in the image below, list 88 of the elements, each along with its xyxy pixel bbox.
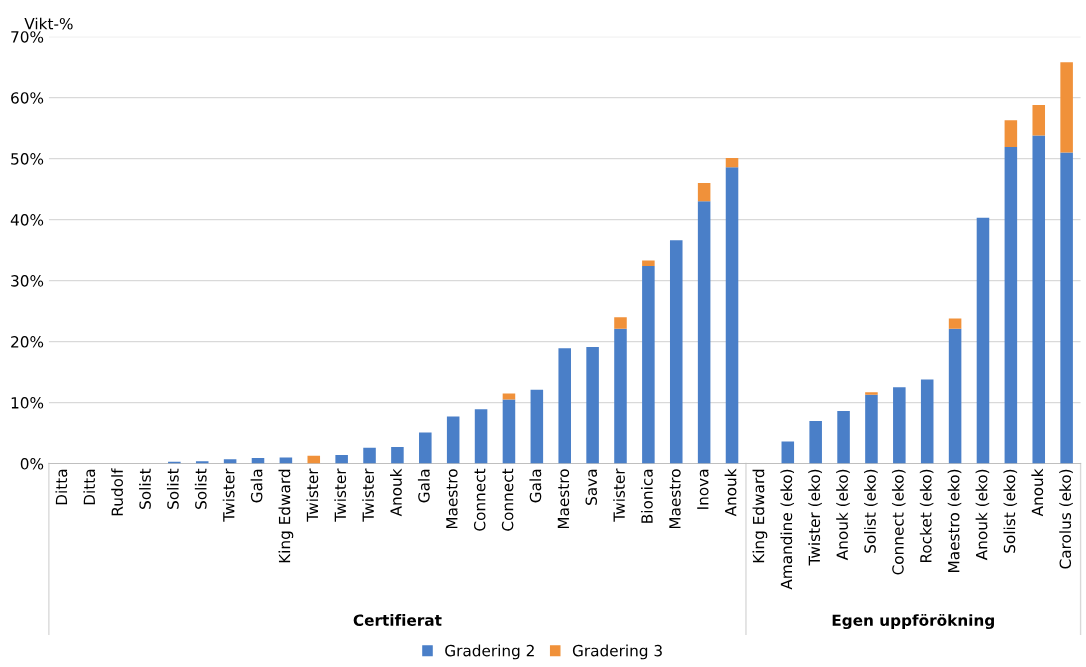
bar	[586, 347, 599, 464]
y-tick-label: 40%	[10, 214, 44, 226]
bar	[948, 328, 962, 464]
bar	[558, 348, 571, 464]
x-tick-label: Gala	[529, 469, 542, 503]
y-tick-label: 20%	[11, 336, 44, 348]
bar	[307, 455, 321, 464]
legend-label: Gradering 3	[572, 644, 662, 660]
bar	[1060, 152, 1073, 464]
bar	[614, 317, 627, 329]
x-tick-label: Rocket (eko)	[919, 469, 934, 563]
bar	[530, 389, 544, 464]
bar	[697, 201, 711, 464]
bar	[893, 387, 906, 464]
x-tick-label: Carolus (eko)	[1059, 469, 1073, 569]
x-tick-label: Rudolf	[111, 468, 124, 516]
bar	[642, 260, 655, 266]
bar	[391, 447, 404, 464]
bar	[920, 379, 934, 464]
x-tick-label: Twister	[362, 468, 374, 522]
bar	[642, 265, 655, 464]
x-tick-label: Anouk (eko)	[975, 469, 990, 561]
bar	[781, 441, 795, 464]
bar	[976, 217, 990, 464]
bar	[837, 411, 850, 464]
x-tick-label: King Edward	[278, 469, 294, 563]
x-tick-label: Amandine (eko)	[780, 469, 795, 590]
bar	[1032, 104, 1046, 136]
y-tick-label: 0%	[20, 458, 44, 470]
bar	[725, 158, 739, 168]
bar	[335, 455, 348, 464]
y-axis-title: Vikt-%	[24, 17, 73, 30]
bar	[502, 399, 516, 464]
text: Egen uppförökning	[832, 613, 994, 630]
x-tick-label: Gala	[417, 469, 430, 503]
bar	[1004, 147, 1018, 464]
bar	[1032, 135, 1046, 464]
bar	[697, 183, 711, 202]
x-tick-label: Solist	[166, 468, 179, 509]
bar	[446, 416, 460, 464]
bar	[363, 447, 376, 464]
bar	[279, 457, 293, 464]
y-tick-label: 10%	[11, 397, 44, 409]
y-tick-label: 70%	[11, 31, 44, 43]
x-tick-label: Inova	[697, 469, 709, 509]
bar	[419, 432, 432, 464]
x-tick-label: Solist	[194, 468, 207, 509]
x-tick-label: Anouk	[390, 468, 402, 517]
bar	[809, 420, 822, 464]
x-tick-label: Anouk	[724, 468, 737, 517]
x-tick-label: Connect	[473, 468, 486, 531]
legend-label: Gradering 2	[445, 644, 534, 660]
x-tick-label: Twister	[334, 468, 347, 522]
bar	[865, 394, 878, 464]
x-tick-label: Twister	[613, 468, 625, 522]
x-tick-label: Maestro (eko)	[947, 469, 962, 572]
bar	[614, 328, 627, 464]
x-tick-label: Anouk (eko)	[836, 469, 850, 561]
bar	[669, 240, 683, 464]
y-tick-label: 50%	[11, 153, 44, 165]
x-tick-label: Ditta	[55, 469, 68, 505]
x-tick-label: Ditta	[83, 469, 96, 505]
x-tick-label: Twister	[222, 468, 235, 522]
x-tick-label: Gala	[250, 469, 263, 503]
x-tick-label: Sava	[585, 469, 598, 505]
text: Certifierat	[353, 614, 442, 626]
x-tick-label: Solist (eko)	[864, 469, 878, 553]
x-tick-label: Connect (eko)	[891, 469, 906, 575]
bar	[1060, 62, 1073, 153]
x-tick-label: Solist (eko)	[1003, 469, 1018, 553]
x-tick-label: Twister	[306, 468, 319, 522]
bar	[474, 409, 488, 464]
x-tick-label: Maestro	[446, 469, 458, 529]
y-tick-label: 30%	[11, 275, 44, 287]
bar	[502, 393, 516, 400]
y-tick-label: 60%	[11, 92, 44, 104]
x-tick-label: Twister (eko)	[808, 469, 822, 566]
bar	[948, 318, 962, 329]
x-tick-label: Connect	[501, 468, 514, 531]
bar	[1004, 120, 1018, 148]
x-tick-label: King Edward	[752, 469, 768, 563]
x-tick-label: Anouk	[1031, 468, 1044, 517]
bar	[725, 167, 739, 464]
x-tick-label: Solist	[139, 468, 151, 509]
x-tick-label: Maestro	[557, 469, 570, 529]
x-tick-label: Maestro	[669, 469, 681, 529]
x-tick-label: Bionica	[640, 469, 653, 523]
bar	[865, 392, 878, 395]
